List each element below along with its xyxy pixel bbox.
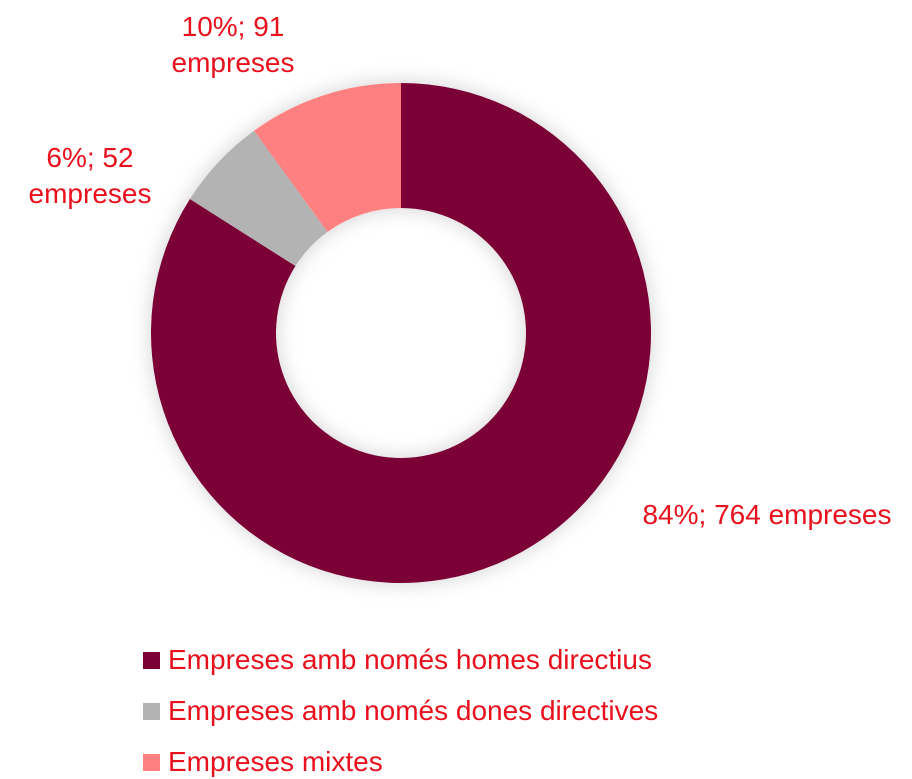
legend-label: Empreses amb només homes directius: [168, 644, 652, 675]
legend-item: Empreses amb només dones directives: [143, 695, 658, 727]
legend-item: Empreses amb només homes directius: [143, 644, 652, 676]
legend-item: Empreses mixtes: [143, 746, 383, 778]
data-label: 10%; 91 empreses: [171, 11, 295, 78]
legend-label: Empreses amb només dones directives: [168, 695, 659, 726]
legend-swatch: [143, 702, 160, 720]
legend-swatch: [143, 651, 160, 669]
legend-label: Empreses mixtes: [168, 746, 383, 777]
donut-segment: [150, 83, 652, 583]
data-label: 6%; 52 empreses: [28, 142, 152, 209]
donut-segment: [189, 130, 328, 267]
donut-segment: [254, 83, 401, 232]
legend-swatch: [143, 753, 160, 771]
data-label: 84%; 764 empreses: [642, 499, 892, 530]
donut: [150, 83, 652, 583]
